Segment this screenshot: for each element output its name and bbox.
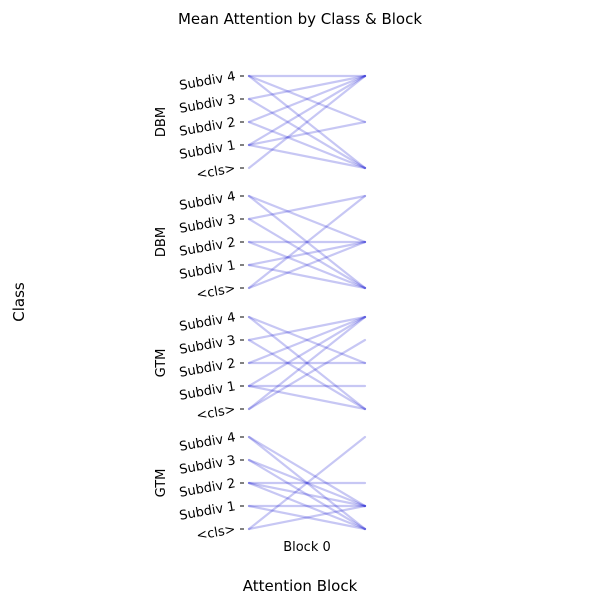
panel-2-edge-4 xyxy=(247,240,367,290)
panel-1-edge-10 xyxy=(247,74,367,170)
panel-1-edge-4 xyxy=(247,74,367,101)
panel-1-edge-7 xyxy=(247,143,367,170)
panel-1-ytick-label-0: <cls> xyxy=(195,161,236,183)
panel-4-ytick-label-1: Subdiv 1 xyxy=(178,499,236,524)
panel-2-edge-6 xyxy=(247,263,367,290)
panel-1-ylabel: DBM xyxy=(154,107,169,137)
panel-2-ytick-label-1: Subdiv 1 xyxy=(178,258,236,283)
panel-3-ytick-label-1: Subdiv 1 xyxy=(178,379,236,404)
panel-2-edge-8 xyxy=(247,240,367,290)
panel-2-edge-7 xyxy=(247,240,367,267)
panel-3-edge-8 xyxy=(247,315,367,388)
panel-1-ytick-label-2: Subdiv 2 xyxy=(178,115,236,140)
panel-1-edge-3 xyxy=(247,97,367,170)
panel-3-edge-10 xyxy=(247,315,367,411)
panel-2-edge-0 xyxy=(247,194,367,290)
panel-3-edge-0 xyxy=(247,315,367,411)
panel-4-edge-9 xyxy=(247,504,367,531)
panel-2-ytick-label-2: Subdiv 2 xyxy=(178,235,236,260)
panel-3-ylabel: GTM xyxy=(154,349,169,378)
panel-3-edge-5 xyxy=(247,315,367,365)
panel-4-edge-1 xyxy=(247,435,367,508)
panel-3-ytick-label-3: Subdiv 3 xyxy=(178,333,236,358)
panel-2-edge-2 xyxy=(247,217,367,290)
panel-2-ytick-label-4: Subdiv 4 xyxy=(178,189,236,214)
panel-3-edge-6 xyxy=(247,384,367,411)
panel-2-edge-1 xyxy=(247,194,367,244)
panel-3-ytick-label-0: <cls> xyxy=(195,402,236,424)
panel-3-edge-2 xyxy=(247,338,367,411)
panel-3-edge-9 xyxy=(247,338,367,411)
y-axis-label: Class xyxy=(10,282,28,322)
panel-2-edge-3 xyxy=(247,194,367,221)
panel-1-edge-8 xyxy=(247,120,367,147)
panel-4-ylabel: GTM xyxy=(154,469,169,498)
panel-4-edge-10 xyxy=(247,435,367,531)
panel-2-ylabel: DBM xyxy=(154,227,169,257)
panel-1-edge-0 xyxy=(247,74,367,170)
panel-4-edge-2 xyxy=(247,458,367,531)
panel-1-edge-5 xyxy=(247,120,367,170)
panel-2-ytick-label-0: <cls> xyxy=(195,281,236,303)
panel-1-edge-6 xyxy=(247,74,367,124)
panel-3-edge-3 xyxy=(247,315,367,342)
panel-4-ytick-label-3: Subdiv 3 xyxy=(178,453,236,478)
panel-4-edge-4 xyxy=(247,481,367,531)
panel-3-ytick-label-2: Subdiv 2 xyxy=(178,356,236,381)
panel-1-ytick-label-1: Subdiv 1 xyxy=(178,138,236,163)
panel-3-ytick-label-4: Subdiv 4 xyxy=(178,310,236,335)
panel-4-edge-7 xyxy=(247,504,367,531)
panel-1-ytick-label-4: Subdiv 4 xyxy=(178,69,236,94)
panel-3-edge-1 xyxy=(247,315,367,365)
panel-4-ytick-label-0: <cls> xyxy=(195,522,236,544)
panel-4-edge-3 xyxy=(247,458,367,508)
panel-4-ytick-label-2: Subdiv 2 xyxy=(178,476,236,501)
panel-1-edge-1 xyxy=(247,74,367,124)
x-axis-label: Attention Block xyxy=(243,577,358,595)
panel-2-ytick-label-3: Subdiv 3 xyxy=(178,212,236,237)
panel-1-ytick-label-3: Subdiv 3 xyxy=(178,92,236,117)
panel-1-edge-9 xyxy=(247,74,367,147)
panel-2-edge-9 xyxy=(247,194,367,290)
chart-title: Mean Attention by Class & Block xyxy=(178,10,422,28)
panel-4-ytick-label-4: Subdiv 4 xyxy=(178,430,236,455)
x-tick-label-0: Block 0 xyxy=(283,540,331,555)
panel-4-edge-0 xyxy=(247,435,367,531)
panel-4-edge-5 xyxy=(247,481,367,508)
